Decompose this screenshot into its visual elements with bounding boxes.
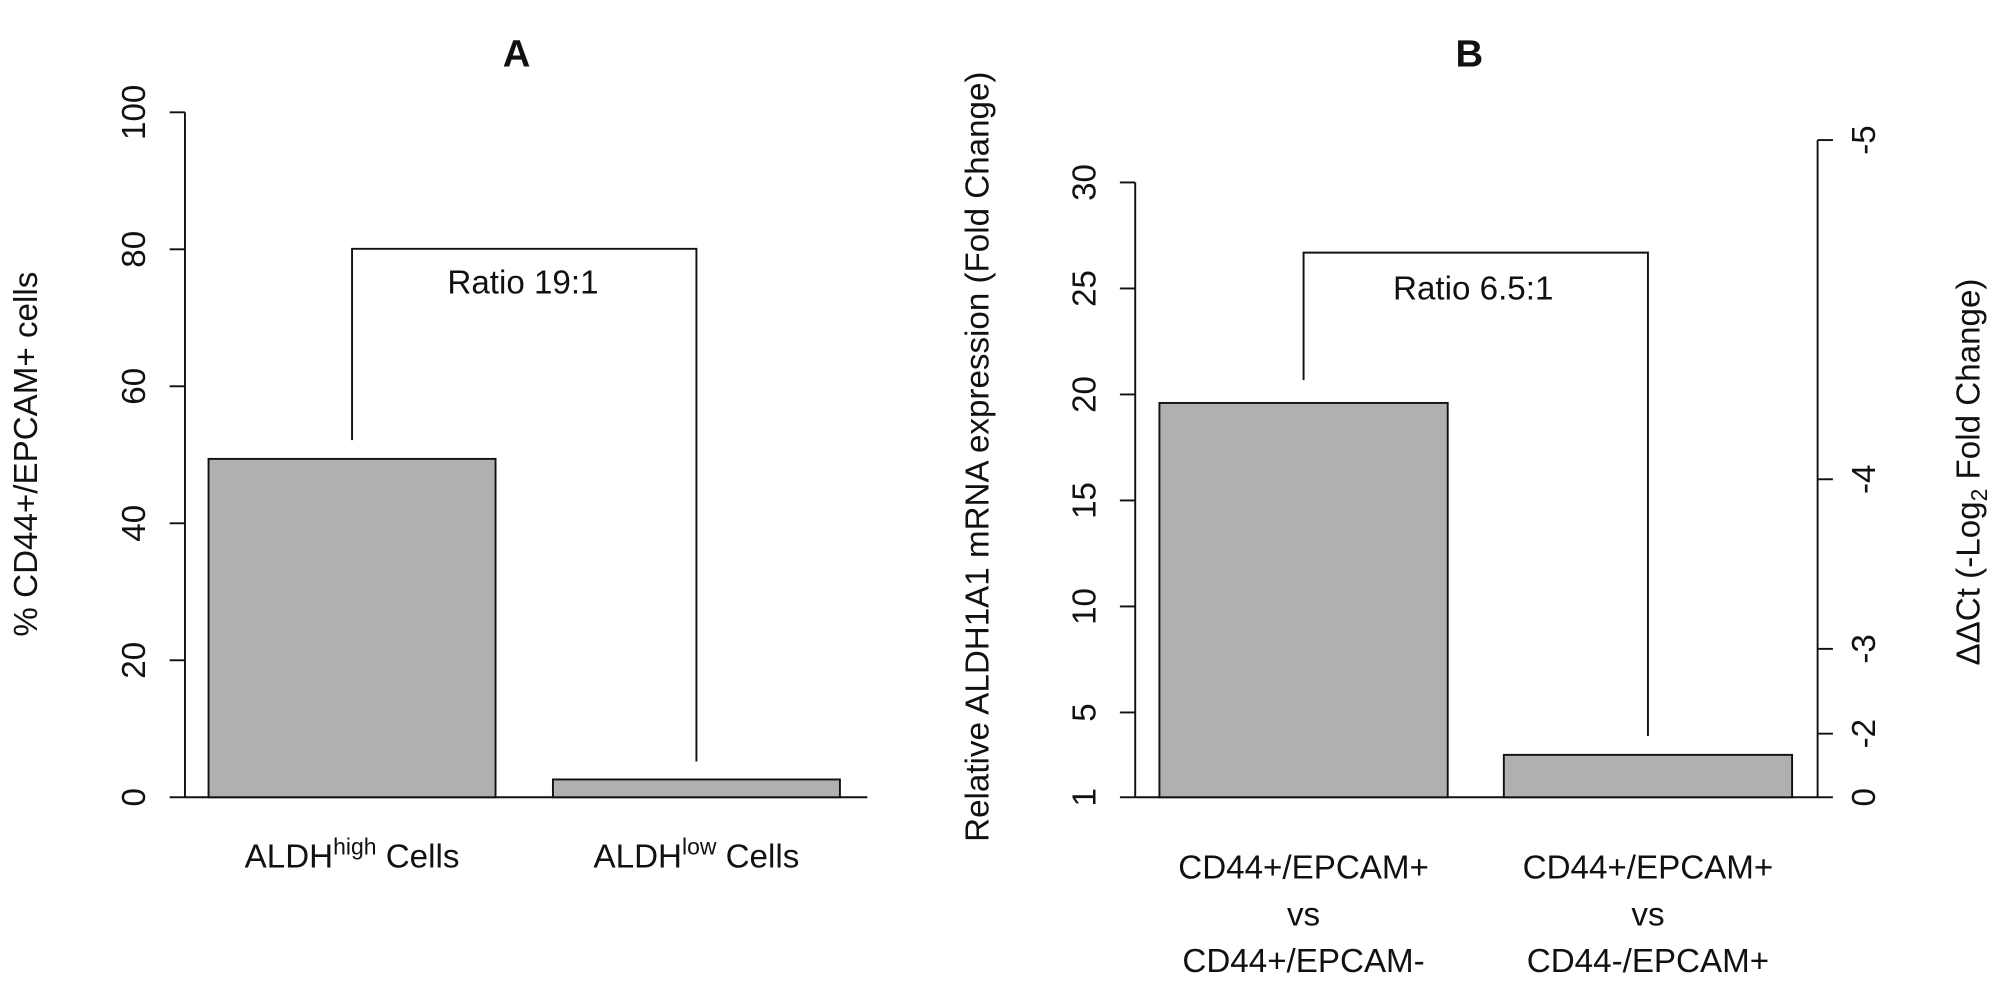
y-tick-label: 80 [116, 231, 153, 268]
bracket [1302, 251, 1649, 737]
bar [207, 457, 497, 799]
bar [1158, 401, 1449, 799]
y-tick-label: 40 [116, 505, 153, 542]
x-tick-label-part: Cells [716, 838, 799, 875]
y2-label-sub: 2 [1966, 489, 1992, 502]
x-tick-label: CD44+/EPCAM+ [1523, 850, 1774, 887]
y-axis-label: Relative ALDH1A1 mRNA expression (Fold C… [959, 72, 996, 842]
x-tick-label-part: Cells [376, 838, 459, 875]
y2-tick-label: 0 [1846, 788, 1883, 806]
bar [551, 778, 841, 799]
y2-tick-label: -2 [1846, 719, 1883, 748]
x-tick-label: ALDHhigh Cells [245, 834, 460, 876]
bracket [351, 247, 698, 762]
x-tick-label: ALDHlow Cells [594, 834, 800, 876]
y-tick-label: 1 [1067, 788, 1104, 806]
annotation: Ratio 19:1 [447, 264, 598, 301]
y-tick-label: 30 [1067, 164, 1104, 201]
x-tick-label-part: ALDH [594, 838, 682, 875]
x-tick-label-sup: low [682, 834, 717, 860]
x-tick-label: CD44-/EPCAM+ [1527, 943, 1769, 980]
y2-label-part: ΔΔCt (-Log [1950, 501, 1987, 665]
y2-tick-label: -5 [1846, 125, 1883, 154]
y2-label-part: Fold Change) [1950, 279, 1987, 489]
x-tick-label: CD44+/EPCAM+ [1178, 850, 1429, 887]
bar [1502, 753, 1794, 799]
x-tick-label: vs [1287, 896, 1320, 933]
y-tick-label: 20 [116, 642, 153, 679]
y-tick-label: 0 [116, 788, 153, 806]
annotation: Ratio 6.5:1 [1393, 271, 1553, 308]
y-tick-label: 10 [1067, 588, 1104, 625]
y2-tick-label: -4 [1846, 465, 1883, 494]
chart-title: B [1456, 32, 1484, 75]
y2-axis-label: ΔΔCt (-Log2 Fold Change) [1950, 279, 1992, 666]
x-tick-label-part: ALDH [245, 838, 333, 875]
y-tick-label: 15 [1067, 482, 1104, 519]
y2-tick-label: -3 [1846, 634, 1883, 663]
y-tick-label: 5 [1067, 703, 1104, 721]
y-axis-label: % CD44+/EPCAM+ cells [8, 272, 45, 637]
y-tick-label: 20 [1067, 376, 1104, 413]
x-tick-label-sup: high [333, 834, 376, 860]
y-tick-label: 60 [116, 368, 153, 405]
y-tick-label: 25 [1067, 270, 1104, 307]
chart-title: A [503, 32, 531, 75]
x-tick-label: vs [1631, 896, 1664, 933]
y-tick-label: 100 [116, 85, 153, 140]
x-tick-label: CD44+/EPCAM- [1182, 943, 1424, 980]
